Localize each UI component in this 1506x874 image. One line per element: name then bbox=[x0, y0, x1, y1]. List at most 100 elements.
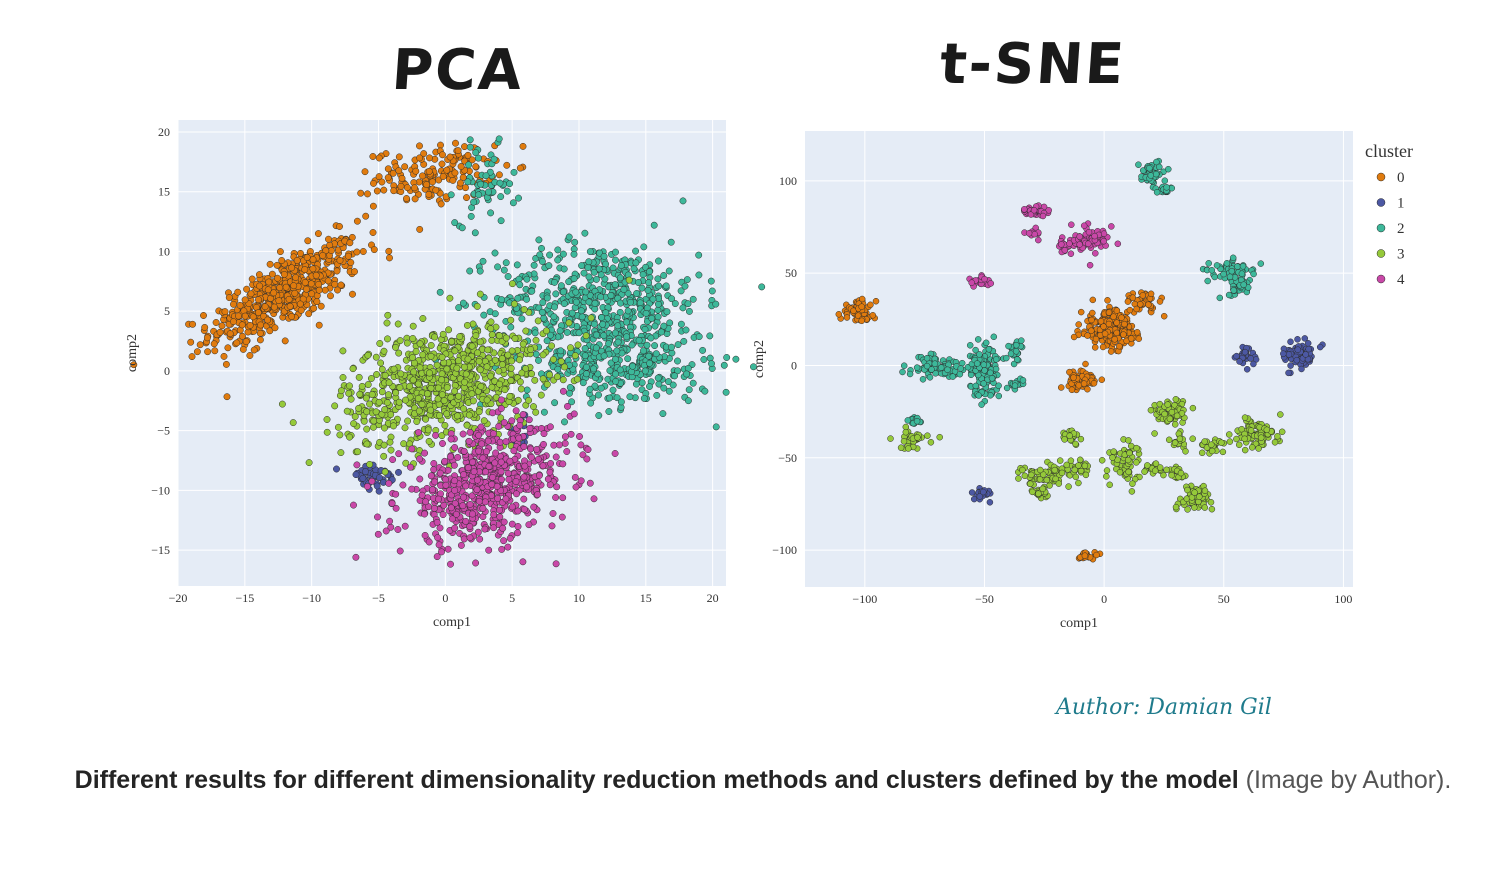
point-cluster-3 bbox=[416, 340, 424, 348]
point-cluster-4 bbox=[427, 472, 435, 480]
point-cluster-2 bbox=[669, 381, 677, 389]
point-cluster-0 bbox=[1127, 335, 1135, 342]
point-cluster-2 bbox=[455, 304, 463, 312]
point-cluster-4 bbox=[399, 481, 407, 489]
point-cluster-3 bbox=[345, 389, 353, 397]
point-cluster-3 bbox=[574, 341, 582, 349]
point-cluster-2 bbox=[712, 300, 720, 308]
point-cluster-2 bbox=[695, 271, 703, 279]
point-cluster-0 bbox=[1101, 330, 1109, 337]
point-cluster-3 bbox=[1066, 432, 1073, 440]
point-cluster-4 bbox=[392, 504, 400, 512]
point-cluster-0 bbox=[233, 339, 241, 347]
point-cluster-0 bbox=[256, 329, 264, 337]
legend-label-0: 0 bbox=[1397, 170, 1405, 186]
point-cluster-0 bbox=[457, 179, 464, 187]
point-cluster-0 bbox=[1084, 332, 1091, 339]
point-cluster-2 bbox=[1238, 270, 1246, 277]
series-4 bbox=[350, 387, 619, 568]
point-cluster-2 bbox=[535, 356, 542, 364]
point-cluster-3 bbox=[385, 379, 393, 387]
point-cluster-0 bbox=[395, 153, 403, 161]
point-cluster-2 bbox=[623, 333, 631, 341]
point-cluster-4 bbox=[462, 517, 470, 525]
x-tick-label: 5 bbox=[509, 591, 515, 605]
point-cluster-4 bbox=[981, 275, 988, 283]
point-cluster-4 bbox=[415, 429, 422, 436]
point-cluster-3 bbox=[565, 319, 573, 327]
point-cluster-2 bbox=[642, 309, 650, 317]
point-cluster-0 bbox=[1113, 319, 1120, 326]
point-cluster-3 bbox=[487, 372, 495, 380]
point-cluster-3 bbox=[1036, 476, 1044, 483]
point-cluster-4 bbox=[534, 478, 542, 486]
point-cluster-2 bbox=[570, 275, 578, 283]
point-cluster-4 bbox=[559, 387, 567, 395]
point-cluster-0 bbox=[437, 200, 445, 208]
point-cluster-4 bbox=[460, 535, 468, 543]
point-cluster-2 bbox=[572, 298, 580, 306]
point-cluster-4 bbox=[421, 510, 428, 518]
point-cluster-3 bbox=[1201, 438, 1208, 445]
point-cluster-4 bbox=[534, 491, 541, 499]
point-cluster-0 bbox=[187, 338, 195, 346]
x-tick-label: 15 bbox=[640, 591, 652, 605]
point-cluster-2 bbox=[538, 308, 546, 316]
point-cluster-3 bbox=[1233, 435, 1240, 443]
point-cluster-2 bbox=[543, 337, 551, 345]
point-cluster-2 bbox=[546, 331, 554, 339]
point-cluster-0 bbox=[238, 321, 246, 329]
point-cluster-4 bbox=[558, 513, 566, 521]
figure-caption: Different results for different dimensio… bbox=[70, 760, 1456, 800]
point-cluster-2 bbox=[1135, 161, 1142, 168]
point-cluster-3 bbox=[900, 438, 908, 445]
point-cluster-2 bbox=[992, 365, 1000, 373]
point-cluster-3 bbox=[1247, 427, 1255, 434]
point-cluster-0 bbox=[225, 294, 233, 302]
point-cluster-2 bbox=[554, 365, 562, 373]
point-cluster-3 bbox=[410, 368, 418, 376]
point-cluster-0 bbox=[1084, 385, 1091, 393]
point-cluster-3 bbox=[488, 383, 496, 391]
point-cluster-2 bbox=[648, 314, 656, 322]
point-cluster-4 bbox=[388, 499, 396, 507]
point-cluster-2 bbox=[624, 307, 632, 315]
point-cluster-3 bbox=[1241, 414, 1249, 421]
point-cluster-3 bbox=[440, 397, 448, 405]
point-cluster-2 bbox=[551, 303, 558, 311]
point-cluster-4 bbox=[483, 448, 490, 456]
point-cluster-2 bbox=[612, 256, 619, 264]
point-cluster-0 bbox=[223, 393, 231, 401]
point-cluster-2 bbox=[559, 288, 567, 296]
point-cluster-2 bbox=[552, 290, 560, 298]
point-cluster-2 bbox=[470, 198, 478, 206]
point-cluster-0 bbox=[247, 290, 255, 298]
x-tick-label: −10 bbox=[302, 591, 321, 605]
point-cluster-2 bbox=[980, 361, 988, 368]
point-cluster-2 bbox=[654, 300, 662, 308]
point-cluster-2 bbox=[605, 408, 613, 415]
point-cluster-2 bbox=[490, 155, 498, 163]
point-cluster-2 bbox=[1208, 267, 1216, 274]
point-cluster-2 bbox=[689, 295, 697, 303]
point-cluster-0 bbox=[1107, 348, 1115, 355]
point-cluster-0 bbox=[369, 202, 377, 210]
series-3 bbox=[887, 396, 1286, 513]
point-cluster-2 bbox=[566, 383, 574, 391]
point-cluster-3 bbox=[368, 391, 376, 398]
point-cluster-3 bbox=[1219, 448, 1227, 456]
point-cluster-3 bbox=[451, 387, 459, 395]
point-cluster-0 bbox=[872, 297, 880, 305]
point-cluster-3 bbox=[367, 375, 375, 382]
point-cluster-2 bbox=[595, 265, 603, 273]
point-cluster-3 bbox=[507, 364, 515, 372]
point-cluster-0 bbox=[1057, 384, 1065, 391]
point-cluster-3 bbox=[542, 327, 550, 335]
point-cluster-0 bbox=[452, 139, 459, 147]
point-cluster-3 bbox=[625, 276, 633, 284]
point-cluster-0 bbox=[222, 360, 230, 368]
point-cluster-4 bbox=[495, 422, 503, 430]
pca-scatter-chart: −20 −15 −10 −5 0 5 10 15 20−15−10−505101520comp1… bbox=[125, 120, 766, 630]
point-cluster-3 bbox=[433, 361, 441, 369]
point-cluster-4 bbox=[439, 511, 447, 519]
